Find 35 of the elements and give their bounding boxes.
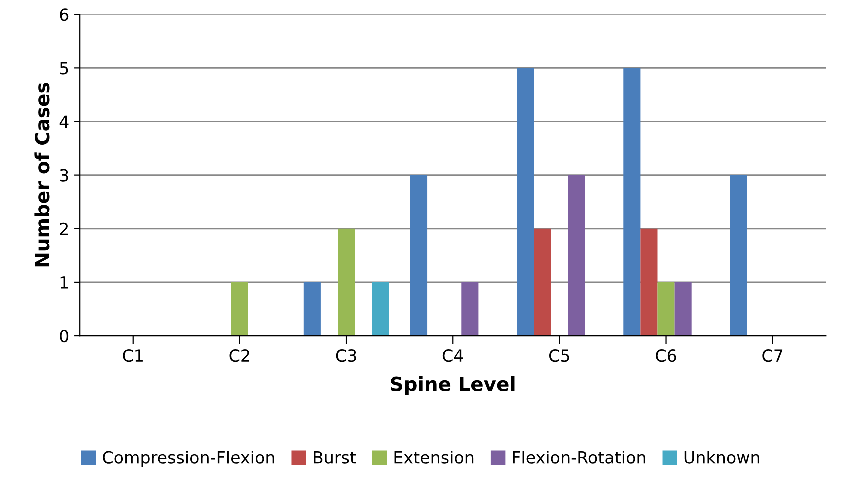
x-tick-label: C5 [550, 350, 570, 362]
bar [410, 175, 428, 336]
legend-label: Compression-Flexion [103, 451, 274, 468]
bar [730, 175, 748, 336]
y-tick-label: 2 [60, 222, 68, 236]
legend-label: Unknown [684, 451, 760, 464]
legend-label: Extension [394, 451, 474, 464]
legend-label: Burst [314, 452, 356, 464]
y-tick-label: 1 [60, 276, 68, 289]
bar [568, 175, 586, 336]
y-tick-label: 4 [60, 116, 69, 128]
y-tick-label: 6 [60, 8, 69, 22]
x-tick-label: C7 [762, 350, 783, 362]
bar [674, 282, 692, 336]
x-tick-label: C4 [442, 350, 464, 362]
bar [231, 282, 248, 336]
y-tick-label: 0 [60, 330, 69, 343]
bar [462, 282, 479, 336]
legend-label: Flexion-Rotation [513, 451, 646, 464]
x-tick-label: C1 [123, 350, 143, 362]
x-tick-label: C2 [230, 350, 250, 362]
bar [624, 68, 641, 336]
bar [372, 282, 390, 336]
bar [534, 228, 552, 336]
y-axis-title: Number of Cases [34, 83, 50, 267]
bar [517, 68, 534, 336]
bar [304, 282, 321, 336]
x-tick-label: C3 [336, 350, 356, 362]
x-tick-label: C6 [656, 350, 676, 362]
bar [640, 228, 658, 336]
y-tick-label: 5 [60, 62, 68, 75]
y-tick-label: 3 [60, 169, 68, 182]
bar [338, 228, 356, 336]
x-axis-title: Spine Level [391, 376, 515, 396]
bar [658, 282, 675, 336]
